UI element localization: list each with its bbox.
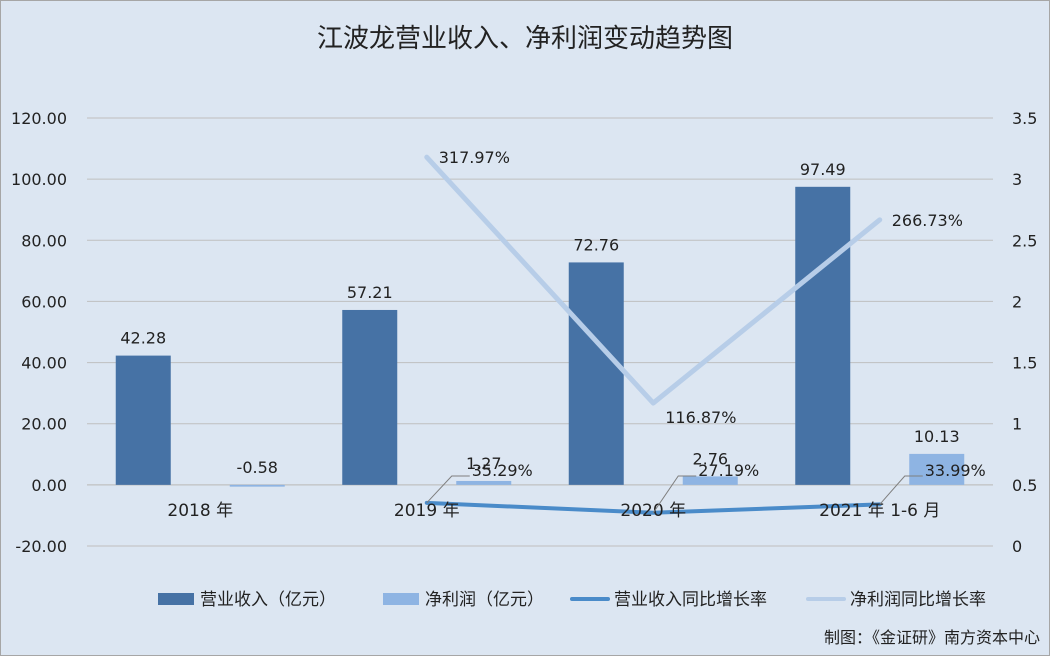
bar	[568, 262, 624, 485]
bar	[115, 355, 171, 485]
data-label: -0.58	[237, 458, 278, 477]
category-label: 2019 年	[394, 501, 460, 521]
leader-line	[652, 475, 697, 514]
legend-swatch	[158, 593, 194, 605]
data-label: 2.76	[692, 449, 728, 468]
category-label: 2020 年	[620, 501, 686, 521]
right-tick-label: 1.5	[1012, 354, 1037, 373]
data-label: 10.13	[914, 427, 960, 446]
legend-label: 营业收入（亿元）	[200, 590, 336, 610]
leader-line	[879, 475, 923, 505]
right-tick-label: 3.5	[1012, 109, 1037, 128]
data-label: 33.99%	[925, 461, 986, 480]
legend-label: 净利润同比增长率	[850, 590, 986, 610]
data-label: 317.97%	[439, 148, 510, 167]
left-axis: 120.00 100.00 80.00 60.00 40.00 20.00 0.00 -20.…	[11, 109, 67, 556]
bars	[115, 186, 965, 487]
data-label: 72.76	[573, 235, 619, 254]
right-tick-label: 3	[1012, 170, 1022, 189]
legend: 营业收入（亿元） 净利润（亿元） 营业收入同比增长率 净利润同比增长率	[158, 590, 986, 610]
leader-line	[426, 475, 470, 504]
left-tick-label: 40.00	[21, 354, 67, 373]
left-tick-label: 100.00	[11, 170, 67, 189]
bar	[682, 476, 738, 485]
right-tick-label: 2	[1012, 292, 1022, 311]
right-tick-label: 0.5	[1012, 476, 1037, 495]
left-tick-label: -20.00	[15, 537, 67, 556]
data-label: 27.19%	[698, 461, 759, 480]
bar	[229, 484, 285, 487]
data-label: 1.27	[466, 454, 502, 473]
right-tick-label: 2.5	[1012, 231, 1037, 250]
category-labels: 2018 年 2019 年 2020 年 2021 年 1-6 月	[167, 501, 940, 521]
bar	[909, 453, 965, 485]
data-label: 116.87%	[665, 408, 736, 427]
credit-text: 制图：《金证研》南方资本中心	[824, 628, 1040, 647]
bar	[795, 186, 851, 485]
right-tick-label: 0	[1012, 537, 1022, 556]
data-label: 42.28	[120, 329, 166, 348]
category-label: 2021 年 1-6 月	[819, 501, 940, 521]
data-label: 35.29%	[472, 461, 533, 480]
chart-title: 江波龙营业收入、净利润变动趋势图	[317, 24, 733, 54]
data-labels: 42.28 57.21 72.76 97.49 -0.58 1.27 2.76 10.13 35…	[120, 148, 986, 514]
left-tick-label: 20.00	[21, 415, 67, 434]
bar	[342, 309, 398, 485]
left-tick-label: 60.00	[21, 292, 67, 311]
bar	[456, 480, 512, 485]
data-label: 97.49	[800, 160, 846, 179]
legend-label: 净利润（亿元）	[425, 590, 544, 610]
category-label: 2018 年	[167, 501, 233, 521]
right-axis: 3.5 3 2.5 2 1.5 1 0.5 0	[1012, 109, 1037, 556]
left-tick-label: 120.00	[11, 109, 67, 128]
legend-swatch	[383, 593, 419, 605]
data-label: 266.73%	[892, 211, 963, 230]
data-label: 57.21	[347, 283, 393, 302]
left-tick-label: 0.00	[31, 476, 67, 495]
left-tick-label: 80.00	[21, 231, 67, 250]
right-tick-label: 1	[1012, 415, 1022, 434]
legend-label: 营业收入同比增长率	[614, 590, 767, 610]
